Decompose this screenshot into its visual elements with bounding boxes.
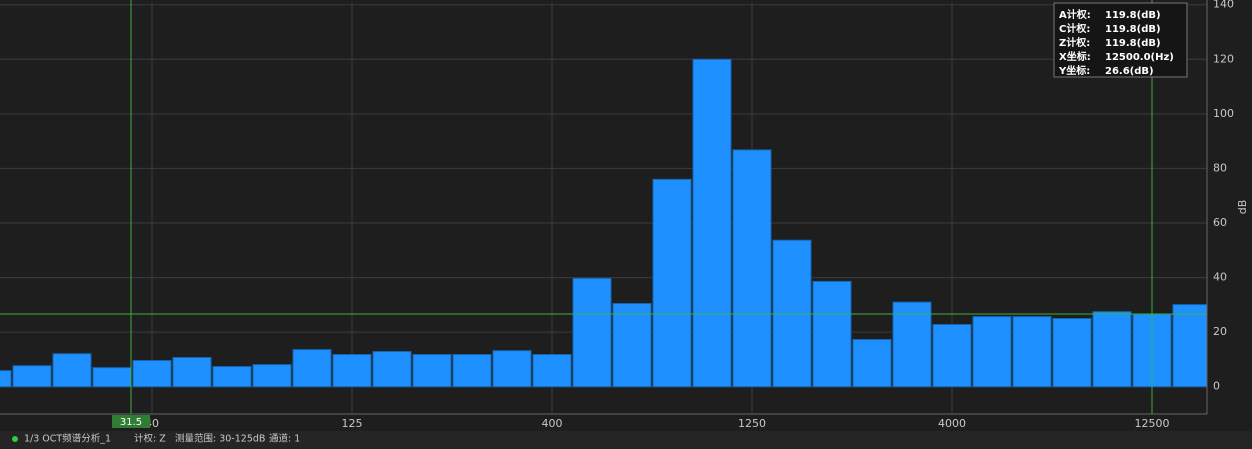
tooltip-key: Z计权: [1059,36,1090,49]
y-tick-label: 0 [1213,380,1220,393]
bar [213,367,251,387]
status-channel: 通道: 1 [269,433,300,445]
bar [173,358,211,387]
bar [613,303,651,386]
tooltip-key: A计权: [1059,8,1091,21]
y-tick-label: 60 [1213,216,1227,229]
tooltip-value: 26.6(dB) [1105,66,1154,77]
y-tick-label: 140 [1213,0,1234,11]
bar [893,302,931,387]
bar [973,317,1011,387]
tooltip-value: 12500.0(Hz) [1105,52,1174,63]
bar [373,352,411,387]
x-tick-label: 12500 [1135,417,1170,430]
status-weighting: 计权: Z [134,433,166,445]
bar [773,240,811,387]
tooltip: A计权: 119.8(dB) C计权: 119.8(dB) Z计权: 119.8(dB) X… [1054,3,1187,77]
x-tick-label: 400 [542,417,563,430]
bar [573,278,611,386]
bar [133,361,171,387]
x-tick-label: 1250 [738,417,766,430]
bar [93,368,131,387]
bar [413,355,451,387]
bar [533,355,571,387]
tooltip-value: 119.8(dB) [1105,10,1161,21]
y-tick-label: 80 [1213,161,1227,174]
cursor-label: 31.5 [120,417,142,428]
bar [653,179,691,386]
bar [53,354,91,387]
bar [0,371,11,387]
y-tick-label: 20 [1213,325,1227,338]
y-axis-label: dB [1236,200,1249,215]
tooltip-key: C计权: [1059,22,1090,35]
x-tick-label: 4000 [938,417,966,430]
bar [933,325,971,387]
bar [493,351,531,387]
tooltip-key: X坐标: [1059,50,1091,63]
bar [293,350,331,387]
bar [253,365,291,387]
bar [813,281,851,386]
x-tick-label: 125 [342,417,363,430]
status-range: 测量范围: 30-125dB [175,433,265,445]
bar [1173,305,1211,387]
y-tick-label: 100 [1213,107,1234,120]
bar [1013,317,1051,387]
bar [13,366,51,387]
tooltip-value: 119.8(dB) [1105,38,1161,49]
bar [1053,319,1091,387]
tooltip-value: 119.8(dB) [1105,24,1161,35]
y-tick-label: 40 [1213,271,1227,284]
bar [693,59,731,386]
status-dot [12,436,18,442]
tooltip-key: Y坐标: [1058,64,1090,77]
bar [1093,312,1131,387]
bar [333,355,371,387]
y-tick-label: 120 [1213,52,1234,65]
bar [453,355,491,387]
bar [853,340,891,387]
status-name: 1/3 OCT频谱分析_1 [24,433,111,445]
bar [733,150,771,387]
